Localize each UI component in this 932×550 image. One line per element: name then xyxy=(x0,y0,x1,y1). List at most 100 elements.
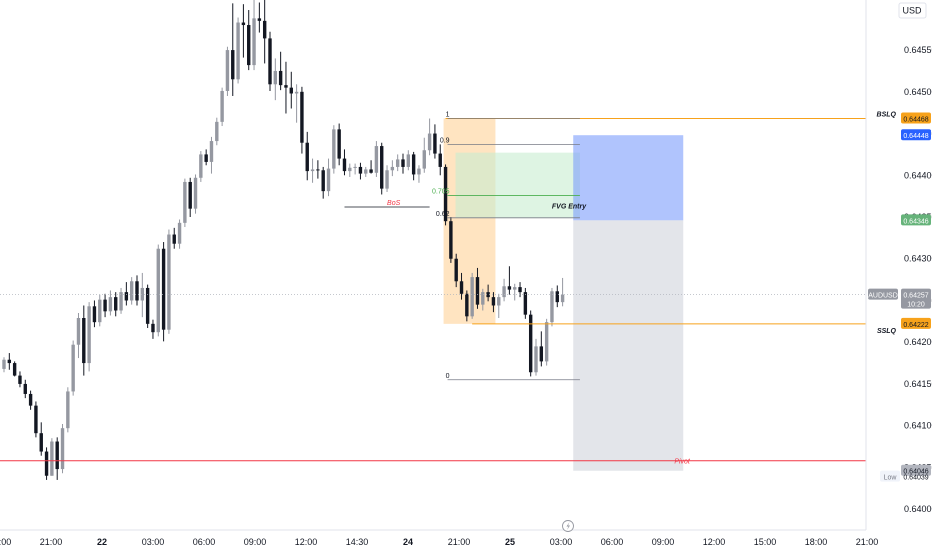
candle-body xyxy=(18,375,22,384)
candle-body xyxy=(66,391,70,429)
candle-body xyxy=(348,167,352,172)
candle-body xyxy=(337,129,341,159)
candle-body xyxy=(7,359,12,364)
candle-body xyxy=(401,159,405,167)
candle-body xyxy=(156,248,160,333)
candle-body xyxy=(119,292,123,311)
candle-body xyxy=(385,170,389,189)
candle-body xyxy=(550,291,554,323)
x-tick-label: 03:00 xyxy=(550,537,573,547)
lightning-icon-bolt xyxy=(566,522,570,530)
bslq-price-badge-box xyxy=(901,112,931,124)
sslq-price-badge-box xyxy=(901,317,931,329)
candle-body xyxy=(481,292,485,305)
candle-body xyxy=(433,133,437,154)
candle-body xyxy=(114,297,118,311)
candle-body xyxy=(374,146,379,173)
current-price-badge: 0.64257 xyxy=(903,293,928,300)
candle-body xyxy=(231,50,235,80)
low-label: Low xyxy=(884,475,898,482)
candle-body xyxy=(555,291,559,303)
candle-body xyxy=(534,346,538,373)
candle-body xyxy=(135,281,139,301)
candle-body xyxy=(177,222,182,244)
candle-body xyxy=(427,133,432,151)
candle-body xyxy=(145,287,150,324)
candle-body xyxy=(332,129,336,169)
x-tick-label: 12:00 xyxy=(295,537,318,547)
candle-body xyxy=(108,297,113,312)
position-target-zone xyxy=(573,135,684,221)
x-tick-label: 09:00 xyxy=(652,537,675,547)
candle-body xyxy=(34,405,38,434)
candle-body xyxy=(475,277,480,305)
candle-body xyxy=(39,433,43,452)
candle-body xyxy=(92,306,97,323)
candle-body xyxy=(459,281,464,294)
fib-level-label: 0.9 xyxy=(440,138,450,145)
candle-body xyxy=(76,318,81,345)
candle-body xyxy=(268,38,272,85)
x-tick-label: 18:00 xyxy=(0,537,11,547)
candle-body xyxy=(326,168,331,192)
candle-body xyxy=(294,91,299,94)
candle-body xyxy=(241,22,246,26)
x-tick-label: 14:30 xyxy=(346,537,369,547)
current-price-box xyxy=(901,288,931,309)
candle-body xyxy=(236,22,240,80)
fib-level-label: 0.705 xyxy=(432,189,450,196)
x-tick-label: 22 xyxy=(97,537,107,547)
candle-body xyxy=(342,158,347,172)
candle-body xyxy=(167,234,171,330)
candle-body xyxy=(406,154,411,167)
candle-body xyxy=(215,121,219,142)
candle-body xyxy=(422,150,426,169)
candle-body xyxy=(252,18,256,66)
candle-body xyxy=(513,287,517,290)
countdown-badge: 10:20 xyxy=(907,302,925,309)
candle-body xyxy=(183,181,187,223)
fib-level-label: 0 xyxy=(446,373,450,380)
candle-body xyxy=(465,293,469,317)
candle-body xyxy=(358,166,363,174)
x-tick-label: 09:00 xyxy=(244,537,267,547)
x-tick-label: 21:00 xyxy=(40,537,63,547)
candle-body xyxy=(44,451,49,476)
candle-body xyxy=(310,169,315,172)
candle-body xyxy=(528,314,533,373)
candle-body xyxy=(129,281,134,301)
candle-body xyxy=(98,299,102,323)
x-tick-label: 06:00 xyxy=(193,537,216,547)
candle-body xyxy=(12,363,17,376)
bos-label: BoS xyxy=(387,200,401,207)
candle-body xyxy=(380,146,384,189)
candle-body xyxy=(257,18,262,21)
currency-box[interactable] xyxy=(898,2,927,19)
candle-body xyxy=(502,286,506,298)
candle-body xyxy=(539,346,544,362)
bslq-price-badge: 0.64468 xyxy=(903,117,928,124)
candle-body xyxy=(518,287,522,293)
candle-body xyxy=(486,292,490,298)
candle-body xyxy=(470,277,474,317)
sslq-price-badge: 0.64222 xyxy=(903,322,928,329)
candle-body xyxy=(278,70,283,86)
candle-body xyxy=(321,170,325,192)
candle-body xyxy=(273,70,278,85)
candle-body xyxy=(103,299,107,312)
candle-body xyxy=(247,25,251,66)
candle-body xyxy=(390,166,395,171)
candle-body xyxy=(438,153,442,167)
lightning-icon[interactable] xyxy=(562,520,574,532)
candle-body xyxy=(305,142,309,172)
entry-price-badge-box xyxy=(901,214,931,226)
candle-body xyxy=(161,248,166,330)
candle-body xyxy=(395,159,400,167)
bslq-label: BSLQ xyxy=(877,112,897,119)
candle-body xyxy=(289,87,293,94)
